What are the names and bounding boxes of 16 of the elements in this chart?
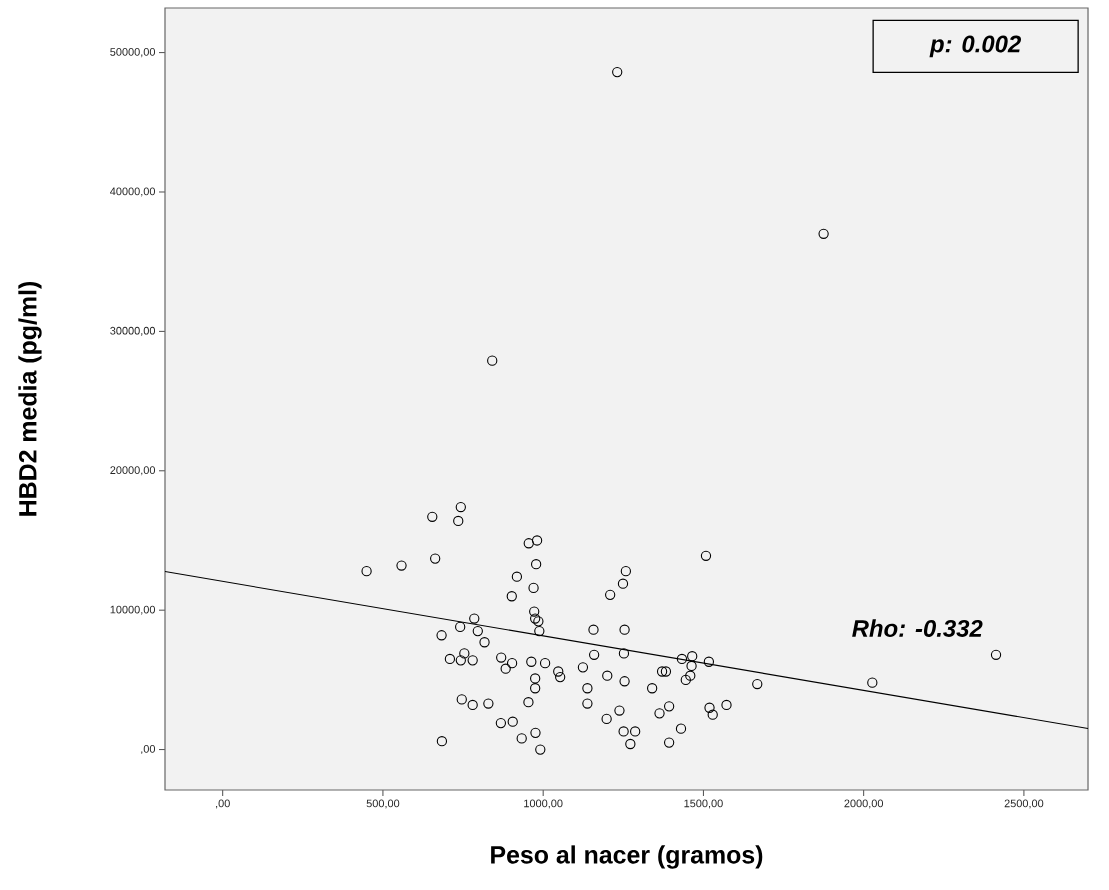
- y-axis-title: HBD2 media (pg/ml): [18, 281, 42, 516]
- y-tick-label: 30000,00: [110, 326, 156, 336]
- x-tick-label: 1000,00: [524, 799, 563, 809]
- annotation: Rho: -0.332: [852, 619, 983, 637]
- x-axis-title: Peso al nacer (gramos): [491, 845, 763, 869]
- x-tick-label: 500,00: [366, 799, 400, 809]
- annotation: p: 0.002: [929, 35, 1021, 58]
- y-tick-label: 40000,00: [110, 187, 156, 197]
- y-tick-label: ,00: [141, 745, 156, 755]
- y-tick-label: 20000,00: [110, 466, 156, 476]
- x-tick-label: 2000,00: [844, 799, 884, 809]
- y-tick-label: 50000,00: [110, 48, 156, 58]
- x-tick-label: 1500,00: [684, 799, 723, 809]
- x-tick-label: ,00: [216, 799, 230, 809]
- y-tick-label: 10000,00: [110, 605, 156, 615]
- x-tick-label: 2500,00: [1004, 799, 1044, 809]
